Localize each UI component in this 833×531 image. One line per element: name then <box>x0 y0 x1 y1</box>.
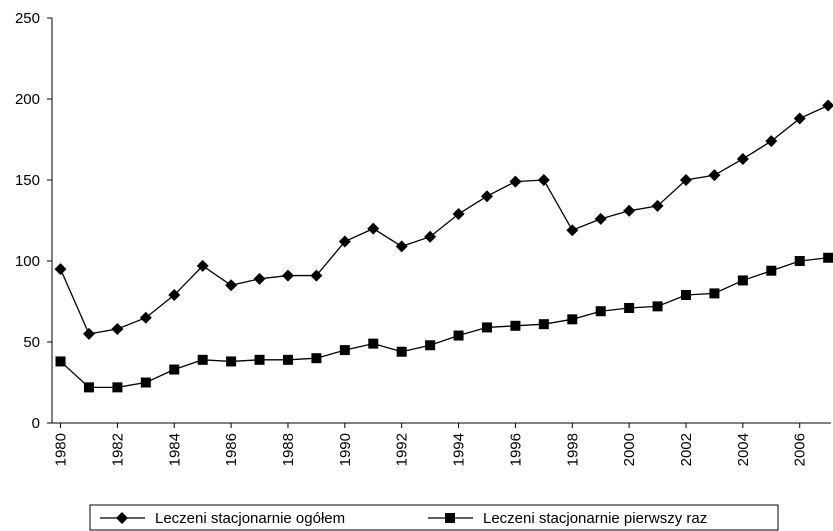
series-line <box>59 104 829 335</box>
data-point <box>765 135 778 148</box>
data-point <box>225 279 238 292</box>
data-point <box>651 199 664 212</box>
data-point <box>736 152 749 165</box>
data-point <box>681 290 692 301</box>
data-point <box>567 314 578 325</box>
y-tick-label: 250 <box>15 10 40 27</box>
x-tick-label: 1984 <box>166 433 183 466</box>
data-point <box>140 377 151 388</box>
data-point <box>624 302 635 313</box>
data-point <box>595 306 606 317</box>
data-point <box>623 204 636 217</box>
data-point <box>54 263 67 276</box>
x-tick-label: 2000 <box>621 433 638 466</box>
series-line <box>60 257 829 389</box>
x-tick-label: 1982 <box>109 433 126 466</box>
x-tick-label: 2006 <box>792 433 809 466</box>
data-point <box>480 190 493 203</box>
data-point <box>139 311 152 324</box>
data-point <box>793 112 806 125</box>
legend-box <box>89 504 779 531</box>
data-point <box>453 330 464 341</box>
data-point <box>83 382 94 393</box>
legend-label: Leczeni stacjonarnie ogółem <box>155 510 345 527</box>
data-point <box>680 174 693 186</box>
data-point <box>794 256 805 266</box>
data-point <box>338 235 351 248</box>
data-point <box>538 319 549 330</box>
data-point <box>169 364 180 375</box>
data-point <box>368 338 379 349</box>
x-tick-label: 1994 <box>451 433 468 466</box>
data-point <box>537 174 550 186</box>
data-point <box>112 382 123 393</box>
data-point <box>652 301 663 312</box>
data-point <box>197 354 208 365</box>
x-tick-label: 1990 <box>337 433 354 466</box>
data-point <box>396 346 407 357</box>
data-point <box>424 230 437 243</box>
data-point <box>709 288 720 299</box>
y-tick-label: 100 <box>15 253 40 270</box>
data-point <box>82 327 95 340</box>
data-point <box>822 99 833 112</box>
x-tick-label: 1988 <box>280 433 297 466</box>
data-point <box>509 175 522 188</box>
data-point <box>168 289 181 302</box>
data-point <box>55 356 66 367</box>
data-point <box>111 323 124 336</box>
data-point <box>282 354 293 365</box>
data-point <box>367 222 380 235</box>
data-point <box>566 224 579 237</box>
x-tick-label: 2004 <box>735 433 752 466</box>
data-point <box>823 252 833 263</box>
data-point <box>253 272 266 285</box>
data-point <box>481 322 492 333</box>
y-tick-label: 200 <box>15 91 40 108</box>
y-tick-label: 0 <box>32 415 40 432</box>
data-point <box>737 275 748 286</box>
legend-marker <box>445 513 455 523</box>
data-point <box>226 356 237 367</box>
legend-marker <box>116 512 128 524</box>
data-point <box>425 340 436 351</box>
x-tick-label: 1998 <box>564 433 581 466</box>
y-tick-label: 50 <box>23 334 40 351</box>
x-tick-label: 1986 <box>223 433 240 466</box>
data-point <box>766 265 777 276</box>
data-point <box>708 169 721 182</box>
x-tick-label: 2002 <box>678 433 695 466</box>
data-point <box>395 240 408 253</box>
data-point <box>254 354 265 365</box>
data-point <box>310 269 323 282</box>
data-point <box>510 320 521 331</box>
data-point <box>196 259 209 272</box>
data-point <box>594 212 607 225</box>
x-tick-label: 1980 <box>53 433 70 466</box>
data-point <box>452 208 465 221</box>
data-point <box>339 345 350 356</box>
x-tick-label: 1992 <box>394 433 411 466</box>
data-point <box>281 269 294 282</box>
legend-label: Leczeni stacjonarnie pierwszy raz <box>483 510 707 527</box>
y-tick-label: 150 <box>15 172 40 189</box>
x-tick-label: 1996 <box>507 433 524 466</box>
data-point <box>311 353 322 364</box>
